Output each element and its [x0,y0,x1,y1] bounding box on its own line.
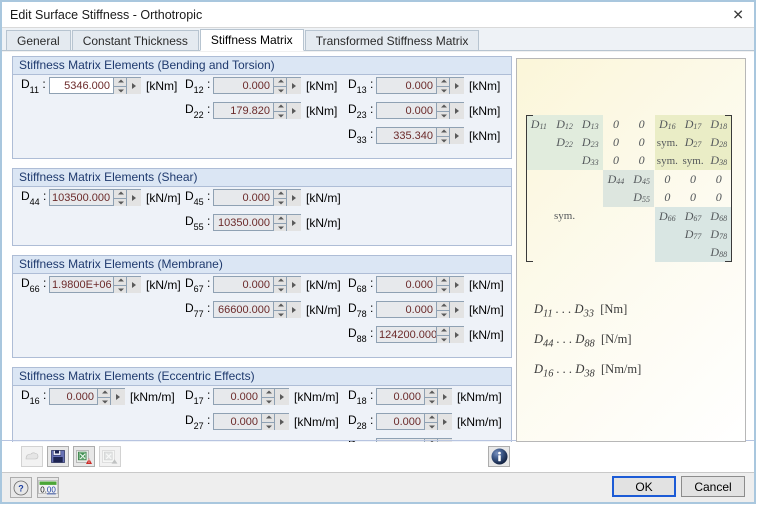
svg-text:?: ? [18,483,24,493]
svg-text:0.00: 0.00 [40,486,56,495]
svg-text:!: ! [88,459,90,464]
